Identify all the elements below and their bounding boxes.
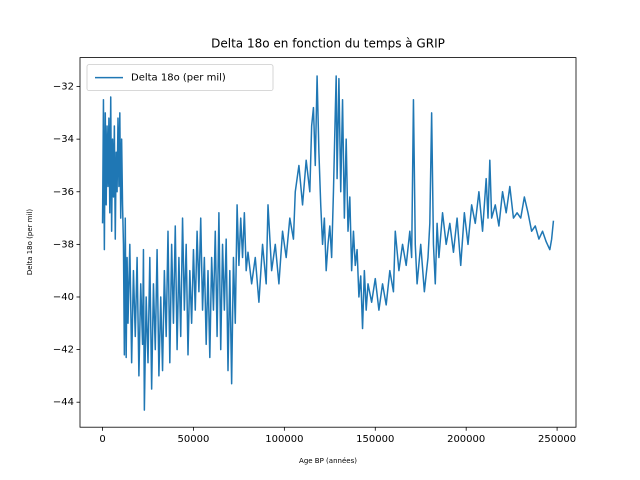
legend-label: Delta 18o (per mil): [131, 73, 226, 84]
y-axis-label: Delta 18o (per mil): [26, 209, 34, 276]
x-tick-label: 250000: [538, 434, 576, 445]
x-tick-label: 150000: [356, 434, 394, 445]
plot-frame: [79, 57, 577, 428]
y-tick-label: −38: [53, 239, 74, 250]
x-axis-label: Age BP (années): [299, 457, 357, 465]
x-tick-label: 50000: [178, 434, 210, 445]
y-tick-label: −40: [53, 292, 74, 303]
x-tick-label: 200000: [447, 434, 485, 445]
x-tick-label: 100000: [265, 434, 303, 445]
y-tick-label: −34: [53, 134, 74, 145]
y-tick-label: −36: [53, 187, 74, 198]
x-tick-label: 0: [99, 434, 105, 445]
chart-title: Delta 18o en fonction du temps à GRIP: [211, 37, 445, 51]
data-line: [101, 75, 555, 411]
y-tick-label: −32: [53, 82, 74, 93]
y-tick-label: −42: [53, 345, 74, 356]
legend-box: [86, 64, 274, 91]
y-tick-label: −44: [53, 397, 74, 408]
